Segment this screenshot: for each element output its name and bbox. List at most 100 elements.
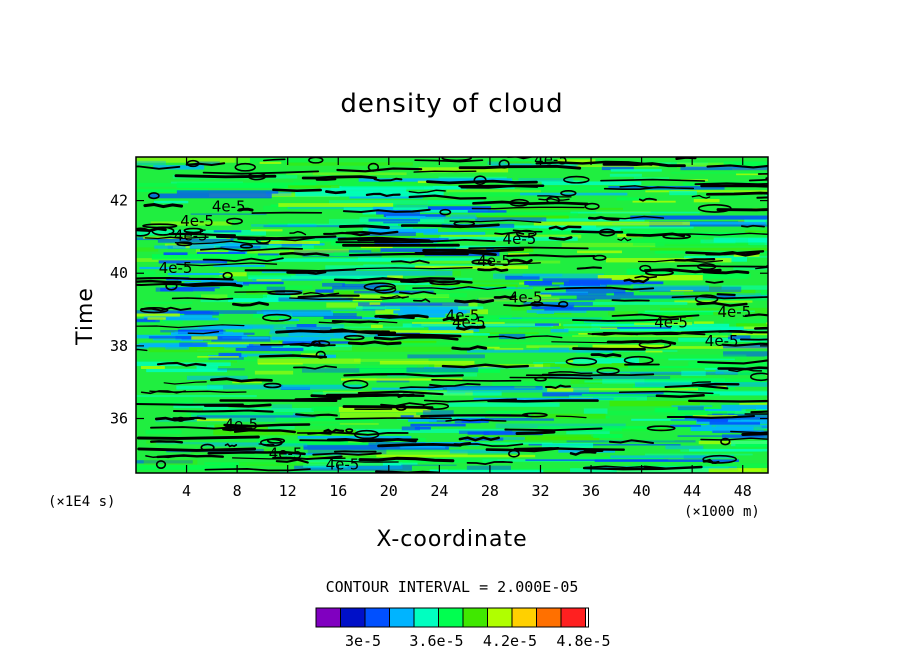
contour-line [617,236,632,242]
field-streak [690,426,754,432]
field-streak [136,397,194,403]
contour-line [766,264,768,267]
contour-line [700,437,768,441]
contour-line [477,267,509,273]
contour-loop [596,367,620,375]
field-streak [694,417,768,420]
contour-label: 4e-5 [224,415,258,433]
contour-loop [247,172,267,181]
field-streak [719,295,768,297]
field-streak [401,426,420,431]
field-streak [195,161,220,166]
field-streak [713,237,768,243]
field-streak [467,318,488,322]
field-streak [471,442,553,445]
contour-line [545,384,571,390]
contour-line [357,238,431,242]
field-streak [694,321,714,324]
field-streak [353,428,505,433]
field-streak [670,161,768,165]
field-streak [393,310,467,314]
field-streak [408,418,437,422]
contour-line [136,276,234,281]
field-streak [576,295,736,300]
field-streak [387,275,403,279]
contour-line [634,275,658,279]
field-streak [257,253,279,256]
contour-label: 4e-5 [503,230,537,248]
field-streak [263,205,399,211]
field-streak [379,283,437,285]
field-streak [632,463,768,468]
field-streak [329,200,484,205]
field-streak [387,342,509,345]
contour-line [740,224,765,228]
contour-loop [395,404,407,411]
contour-line [390,259,430,264]
contour-loop [311,340,321,347]
contour-line [136,324,245,329]
field-streak [686,255,768,258]
field-streak [167,272,226,276]
contour-line [136,435,260,440]
field-streak [259,161,282,164]
contour-loop [546,196,560,205]
x-tick-label: 16 [329,482,347,500]
field-streak [136,189,209,193]
field-streak [495,423,626,429]
contour-loop [422,402,450,410]
field-streak [474,346,500,349]
contour-line [216,235,337,240]
contour-line [458,436,500,442]
x-tick-label: 44 [683,482,701,500]
field-streak [577,250,622,254]
field-streak [228,298,280,302]
contour-line [336,167,423,173]
field-streak [288,185,340,189]
field-streak [141,366,165,369]
contour-line [569,450,597,456]
contour-line [295,413,338,417]
field-streak [582,283,632,286]
contour-line [548,236,573,241]
field-streak [526,345,578,348]
plot-area: 4e-54e-54e-54e-5 4e-54e-54e-54e-54e-54e-5… [136,157,768,473]
field-streak [454,421,481,424]
field-streak [300,423,347,426]
field-streak [139,266,174,270]
field-streak [683,289,756,295]
contour-line [210,377,273,383]
field-streak [748,240,768,245]
contour-line [645,332,689,336]
field-streak [145,429,182,434]
field-streak [551,227,621,231]
field-streak [566,429,610,435]
field-streak [583,320,617,323]
field-streak [735,444,768,448]
contour-label: 4e-5 [174,227,208,245]
field-streak [689,448,768,452]
field-streak [494,347,524,351]
contour-label: 4e-5 [452,314,486,332]
y-tick-label: 36 [110,410,128,428]
contour-line [202,257,284,263]
field-streak [677,406,704,411]
field-streak [470,207,624,210]
field-streak [383,221,418,224]
contour-loop [623,355,654,365]
contour-loop [136,227,151,237]
field-streak [261,309,382,312]
contour-loop [342,379,369,389]
field-streak [136,359,258,362]
field-streak [355,365,418,370]
contour-line [600,178,706,182]
field-streak [235,347,304,352]
field-streak [222,336,269,339]
contour-line [312,452,382,456]
field-streak [569,279,643,285]
field-streak [723,351,768,357]
contour-line [671,295,768,300]
field-streak [544,307,615,311]
contour-line [171,297,234,301]
field-streak [644,378,768,384]
